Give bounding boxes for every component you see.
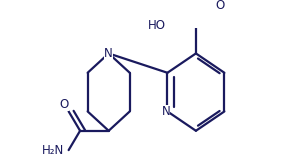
Text: O: O [216, 0, 225, 12]
Text: HO: HO [148, 19, 165, 32]
Text: N: N [162, 105, 170, 118]
Text: O: O [60, 98, 69, 111]
Text: H₂N: H₂N [42, 144, 64, 157]
Text: N: N [104, 47, 113, 60]
